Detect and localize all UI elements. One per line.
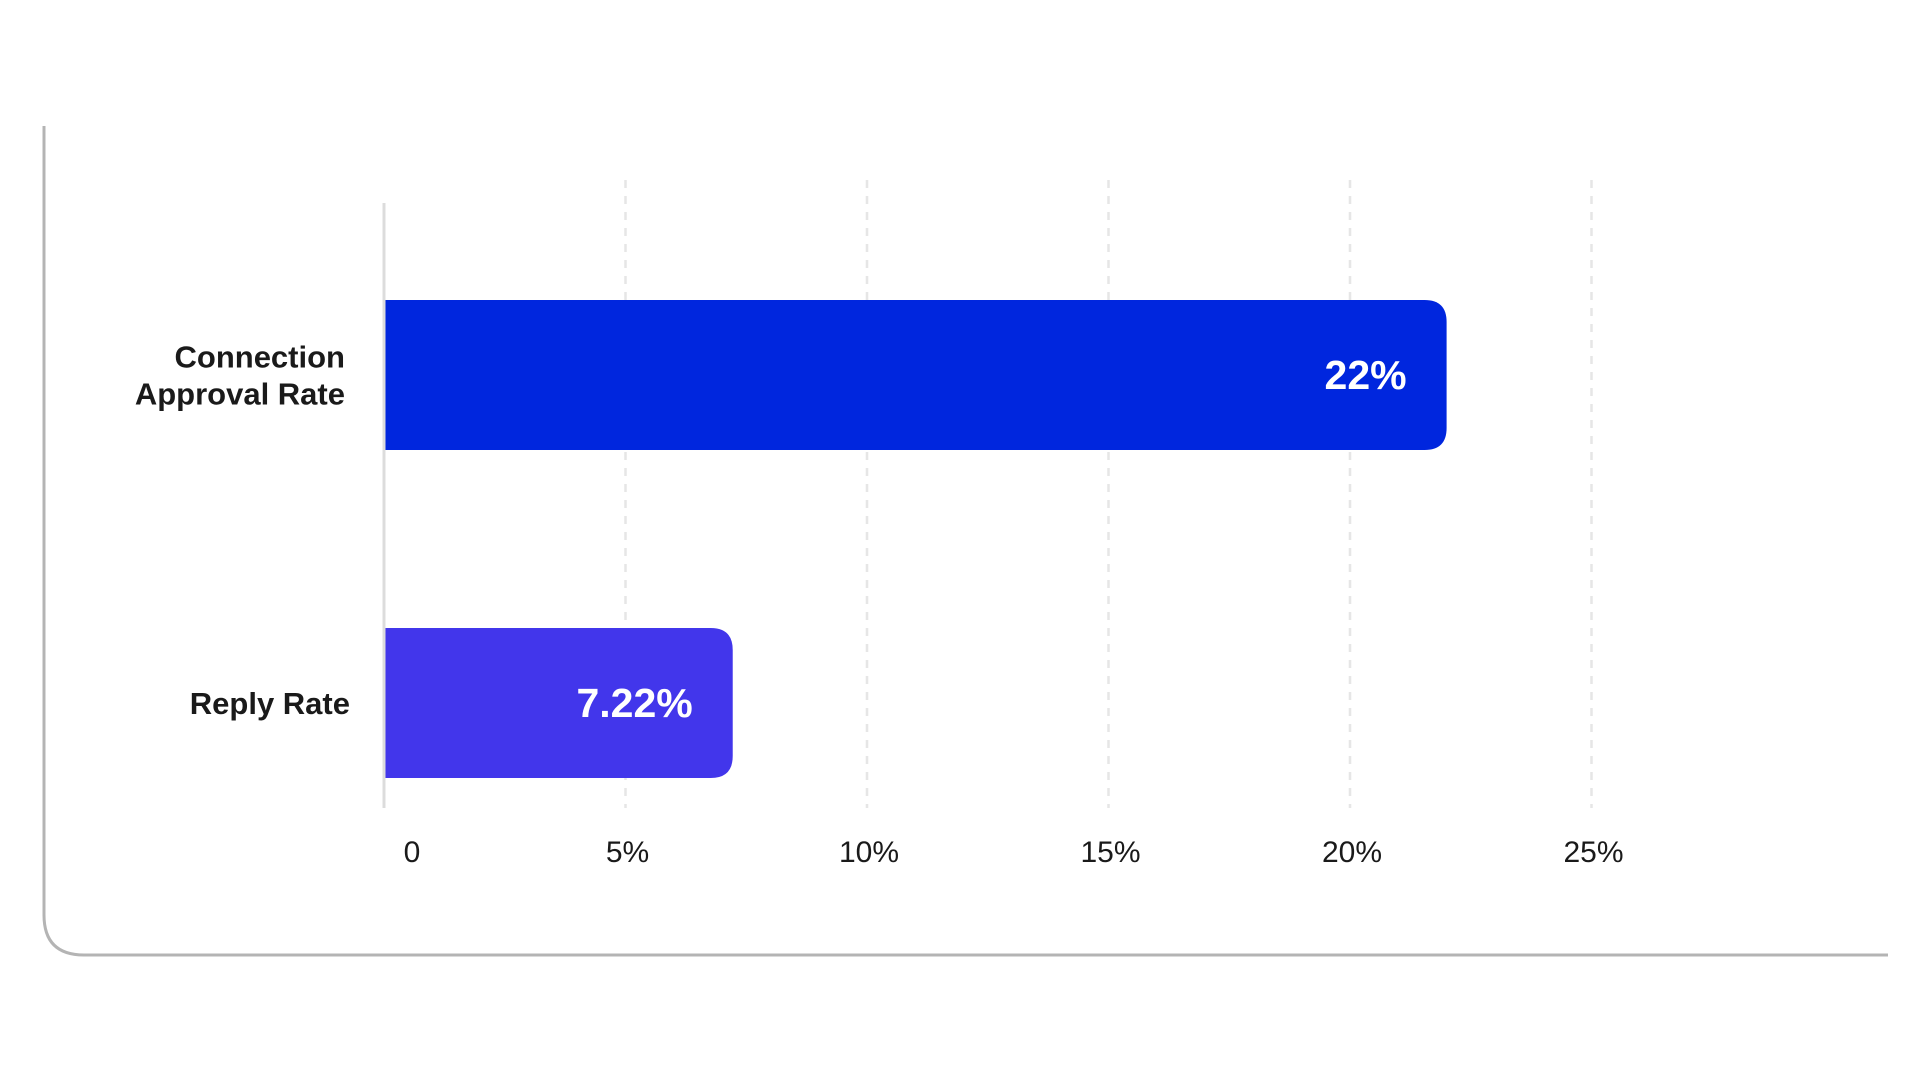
x-tick-label: 15% [1080,836,1140,869]
bars: 22% 7.22% [384,300,1447,778]
category-label: Reply Rate [190,686,350,721]
bar-value-label: 7.22% [576,680,692,726]
bar-value-label: 22% [1325,352,1407,398]
category-label: Connection Approval Rate [135,340,345,412]
x-tick-label: 10% [839,836,899,869]
x-tick-label: 0 [404,836,421,869]
gridlines [624,180,1593,808]
x-tick-label: 20% [1322,836,1382,869]
bar [384,300,1447,450]
category-labels: Connection Approval Rate Reply Rate [135,340,350,722]
x-axis-tick-labels: 0 5% 10% 15% 20% 25% [404,836,1624,869]
bar [384,628,733,778]
x-tick-label: 5% [606,836,649,869]
x-tick-label: 25% [1563,836,1623,869]
chart-frame [42,126,1888,957]
